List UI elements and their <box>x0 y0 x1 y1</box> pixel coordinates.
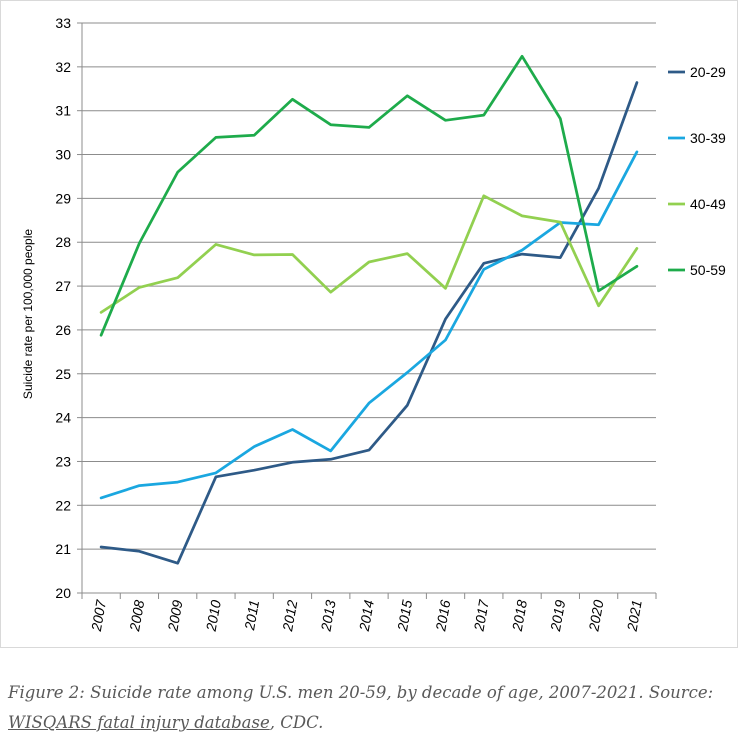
y-tick-label: 23 <box>55 453 71 469</box>
y-tick-label: 29 <box>55 190 71 206</box>
legend: 20-29 30-39 40-49 50-59 <box>668 64 726 278</box>
x-tick-label: 2015 <box>394 599 415 634</box>
caption-text-end: , CDC. <box>269 713 324 732</box>
x-tick-label: 2013 <box>317 599 338 634</box>
series-lines <box>99 54 639 565</box>
x-tick-label: 2007 <box>88 598 110 634</box>
x-tick-label: 2017 <box>470 598 492 634</box>
y-tick-label: 30 <box>55 147 71 163</box>
legend-label: 40-49 <box>690 196 726 212</box>
x-tick-label: 2008 <box>126 599 147 634</box>
y-tick-label: 24 <box>55 410 71 426</box>
y-tick-label: 33 <box>55 15 71 31</box>
x-tick-label: 2012 <box>279 599 300 634</box>
y-tick-label: 28 <box>55 234 71 250</box>
legend-label: 50-59 <box>690 262 726 278</box>
series-line-20-29 <box>99 81 639 565</box>
caption-text: Figure 2: Suicide rate among U.S. men 20… <box>8 683 714 702</box>
series-line-40-49 <box>99 194 639 314</box>
series-line-30-39 <box>99 150 639 500</box>
x-tick-label: 2020 <box>585 599 606 634</box>
x-tick-label: 2016 <box>432 599 453 634</box>
x-tick-label: 2011 <box>241 599 262 632</box>
gridlines <box>82 22 656 550</box>
y-tick-label: 22 <box>55 497 71 513</box>
y-tick-label: 25 <box>55 366 71 382</box>
y-tick-label: 27 <box>55 278 71 294</box>
series-line-50-59 <box>99 54 639 337</box>
y-tick-label: 32 <box>55 59 71 75</box>
legend-label: 30-39 <box>690 130 726 146</box>
figure-caption: Figure 2: Suicide rate among U.S. men 20… <box>8 678 734 738</box>
chart-frame: 20 21 22 23 24 25 26 27 28 29 30 31 32 33 2007 2008 2009… <box>0 0 738 648</box>
source-link[interactable]: WISQARS fatal injury database <box>8 713 270 732</box>
y-tick-label: 31 <box>55 103 71 119</box>
y-tick-label: 21 <box>55 541 71 557</box>
y-axis-label: Suicide rate per 100,000 people <box>21 229 35 399</box>
legend-label: 20-29 <box>690 64 726 80</box>
x-tick-label: 2018 <box>509 599 530 634</box>
x-tick-label: 2009 <box>164 599 185 634</box>
x-tick-label: 2021 <box>623 599 644 633</box>
x-tick-label: 2019 <box>547 599 568 634</box>
x-tick-label: 2014 <box>356 599 377 634</box>
x-tick-label: 2010 <box>203 599 224 634</box>
y-tick-label: 20 <box>55 585 71 601</box>
y-tick-label: 26 <box>55 322 71 338</box>
